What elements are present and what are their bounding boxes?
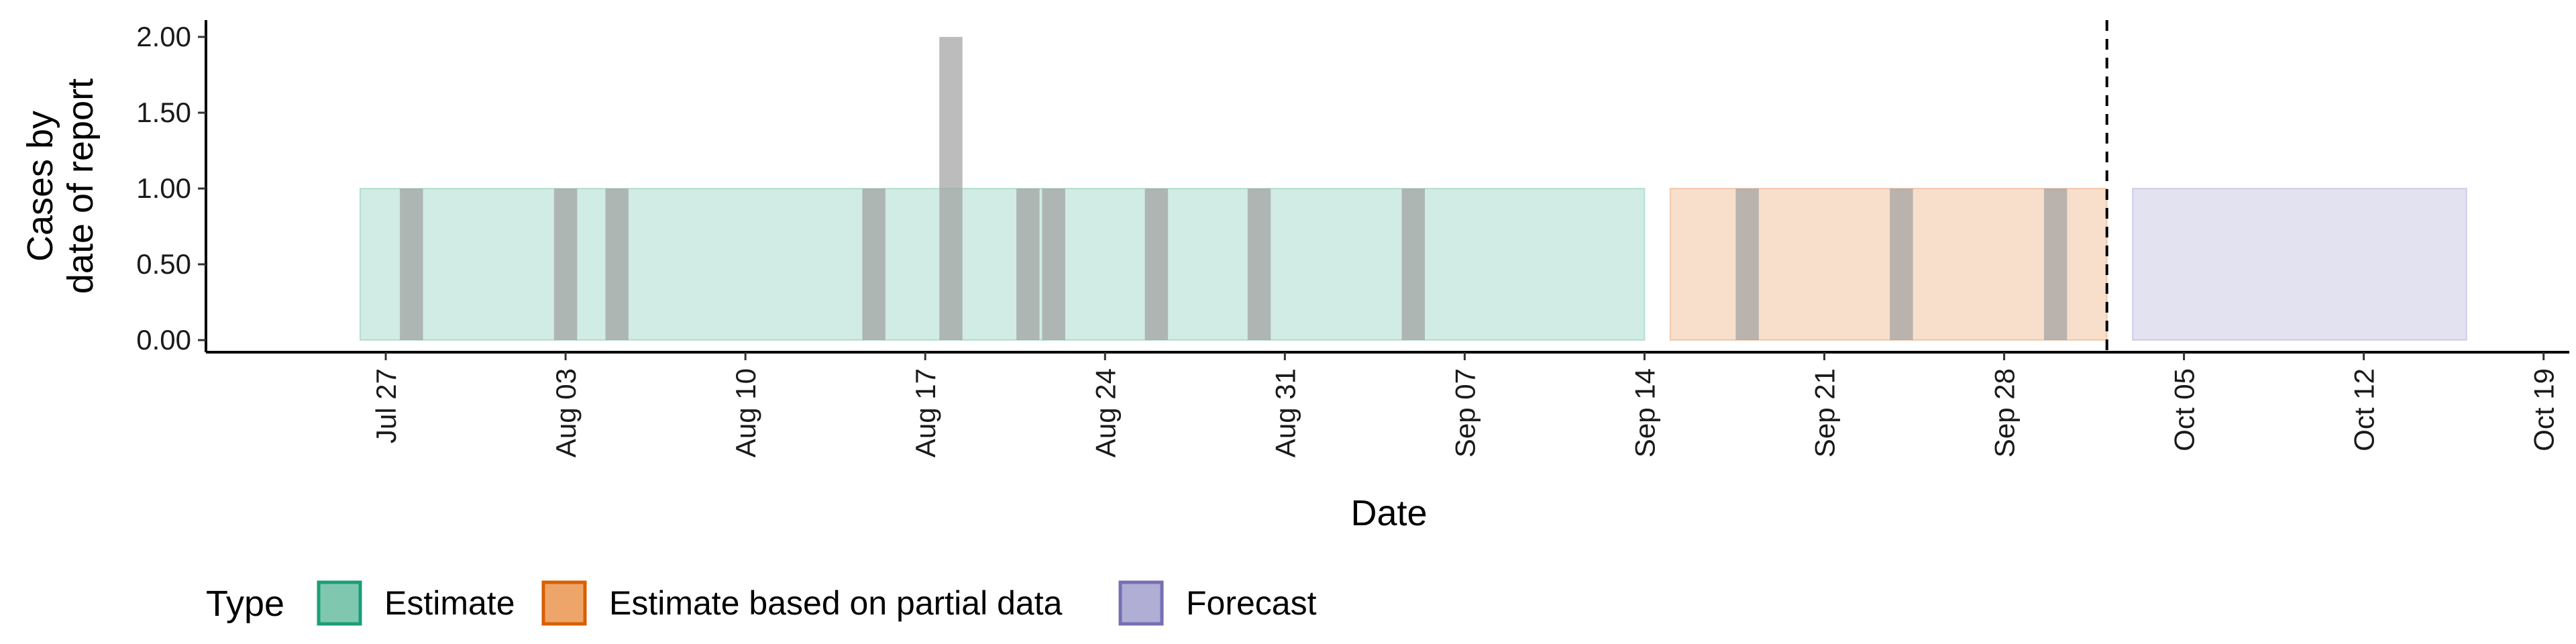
legend-label: Estimate based on partial data: [609, 584, 1063, 622]
bar: [1042, 189, 1065, 340]
y-tick-label: 1.00: [136, 172, 191, 204]
x-tick-label: Oct 05: [2169, 368, 2200, 451]
bar: [1247, 189, 1271, 340]
x-tick-label: Oct 12: [2349, 368, 2380, 451]
bar: [1735, 189, 1759, 340]
x-tick-label: Aug 17: [910, 368, 941, 458]
legend-title: Type: [206, 584, 284, 624]
x-tick-label: Sep 14: [1629, 368, 1660, 458]
bar: [605, 189, 629, 340]
bar: [939, 37, 963, 340]
legend-label: Estimate: [384, 584, 515, 622]
y-axis-title: Cases bydate of report: [20, 78, 101, 294]
axes: 0.00 0.50 1.00 1.50 2.00 Jul 27 Aug 03 Aug 10 Au…: [20, 20, 2569, 533]
bar-layer: [400, 37, 2068, 340]
y-tick-label: 2.00: [136, 21, 191, 52]
y-tick-label: 0.50: [136, 248, 191, 280]
legend-key-estimate: [317, 580, 362, 626]
bar: [1144, 189, 1169, 340]
legend-key-forecast: [1118, 580, 1164, 626]
bar: [862, 189, 885, 340]
x-tick-label: Aug 10: [730, 368, 761, 458]
x-tick-label: Aug 03: [550, 368, 582, 458]
bar: [1016, 189, 1040, 340]
bar: [553, 189, 578, 340]
y-axis-title-line: date of report: [60, 78, 101, 294]
x-axis-title: Date: [1350, 493, 1427, 533]
band-forecast: [2132, 188, 2467, 341]
bar: [2043, 189, 2068, 340]
bar: [400, 189, 423, 340]
x-tick-label: Aug 31: [1269, 368, 1301, 458]
legend-key-estimate-based-on-partial-data: [541, 580, 587, 626]
band-estimate: [359, 188, 1646, 341]
y-tick-label: 0.00: [136, 324, 191, 356]
x-tick-label: Aug 24: [1089, 368, 1121, 458]
x-tick-label: Oct 19: [2528, 368, 2560, 451]
x-tick-label: Sep 28: [1989, 368, 2021, 458]
y-tick-label: 1.50: [136, 97, 191, 128]
bar: [1890, 189, 1913, 340]
legend: Type Estimate Estimate based on partial da…: [206, 580, 1317, 626]
legend-label: Forecast: [1186, 584, 1317, 622]
x-tick-label: Jul 27: [370, 368, 402, 443]
x-tick-label: Sep 07: [1449, 368, 1481, 458]
x-tick-label: Sep 21: [1809, 368, 1840, 458]
bar: [1401, 189, 1426, 340]
y-axis-title-line: Cases by: [20, 111, 60, 262]
